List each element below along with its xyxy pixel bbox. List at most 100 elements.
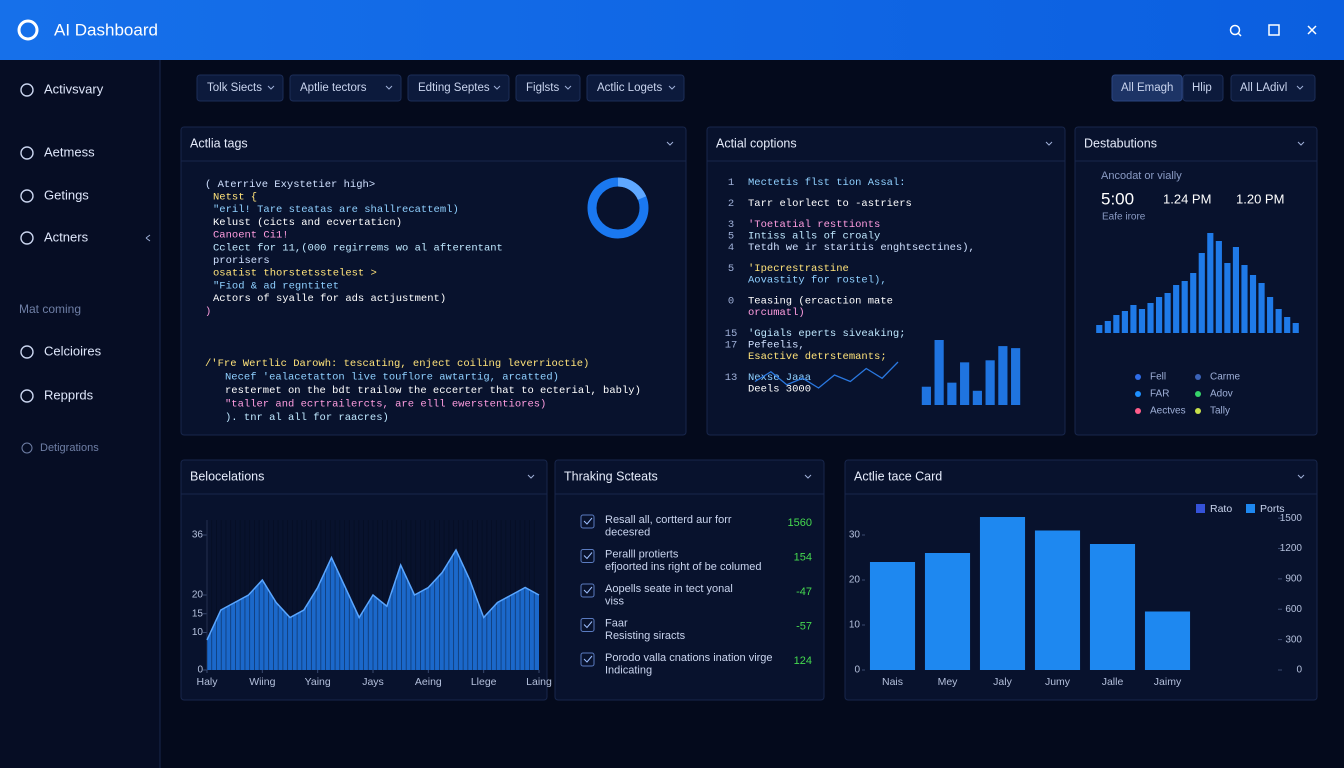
subtitle: Ancodat or vially xyxy=(1101,170,1182,182)
x-tick-label: Jays xyxy=(362,676,384,688)
filter-dropdown[interactable] xyxy=(586,74,685,102)
line-number: 15 xyxy=(725,328,738,340)
bar xyxy=(1130,305,1137,333)
y-tick-label: 0 xyxy=(854,665,860,676)
legend-label: Rato xyxy=(1210,503,1232,515)
filter-label: Tolk Siects xyxy=(207,82,262,94)
bar xyxy=(1147,303,1154,333)
nav-section: Mat coming xyxy=(19,302,81,316)
code-line: ) xyxy=(205,306,211,318)
legend-dot xyxy=(1195,408,1201,414)
panel-title: Actial coptions xyxy=(716,136,797,150)
nav-item[interactable]: Actners xyxy=(44,229,89,244)
checkbox[interactable] xyxy=(580,514,595,529)
button[interactable] xyxy=(1182,74,1224,102)
item-text: Resisting siracts xyxy=(605,630,686,642)
button-label: Hlip xyxy=(1192,82,1212,94)
bar xyxy=(1181,281,1188,333)
button[interactable] xyxy=(1111,74,1183,102)
panel-title: Belocelations xyxy=(190,469,264,483)
nav-item[interactable]: Repprds xyxy=(44,387,94,402)
bar xyxy=(1096,325,1103,333)
panel-caret[interactable] xyxy=(1045,141,1053,146)
y2-tick-label: 900 xyxy=(1285,574,1302,585)
code-line: /'Fre Wertlic Darowh: tescating, enject … xyxy=(205,358,589,370)
line-number: 3 xyxy=(728,219,734,231)
bar xyxy=(869,562,916,670)
check xyxy=(583,517,593,525)
nav-icon xyxy=(20,389,34,403)
option-text: Mectetis flst tion Assal: xyxy=(748,177,906,189)
panel-caret[interactable] xyxy=(804,474,812,479)
item-text: efjoorted ins right of be columed xyxy=(605,561,762,573)
bar xyxy=(1144,611,1191,670)
chevron xyxy=(145,234,151,242)
item-text: decesred xyxy=(605,526,650,538)
line-number: 5 xyxy=(728,230,734,242)
x-tick-label: Laing xyxy=(526,676,552,688)
bar xyxy=(1275,309,1282,333)
checkbox[interactable] xyxy=(580,618,595,632)
option-text: Pefeelis, xyxy=(748,339,805,351)
item-text: Indicating xyxy=(605,664,652,676)
bar xyxy=(1011,348,1021,405)
bar xyxy=(1207,233,1214,333)
nav-icon xyxy=(20,189,34,203)
bar xyxy=(1267,297,1274,333)
panel xyxy=(844,459,1318,701)
filter-dropdown[interactable] xyxy=(407,74,510,102)
code-line: ). tnr al all for raacres) xyxy=(225,412,389,424)
checkbox[interactable] xyxy=(580,549,595,563)
panel-caret[interactable] xyxy=(666,141,674,146)
bar xyxy=(934,340,944,405)
item-text: Porodo valla cnations ination virge xyxy=(605,652,773,664)
panel-title: Thraking Scteats xyxy=(564,469,658,483)
legend-swatch xyxy=(1246,504,1255,513)
dropdown-caret xyxy=(493,85,501,90)
filter-dropdown[interactable] xyxy=(289,74,402,102)
checkbox[interactable] xyxy=(580,652,595,667)
bar xyxy=(1164,293,1171,333)
check xyxy=(583,586,593,594)
option-text: Nexse Jaaa xyxy=(748,372,811,384)
item-value: 1560 xyxy=(788,517,812,529)
panel-caret[interactable] xyxy=(1297,141,1305,146)
nav-item[interactable]: Celcioires xyxy=(44,343,102,358)
y2-tick-label: 600 xyxy=(1285,604,1302,615)
panel-title: Actlia tags xyxy=(190,136,248,150)
dropdown-caret xyxy=(267,85,275,90)
code-line: Canoent Ci1! xyxy=(213,230,289,242)
line-number: 1 xyxy=(728,177,734,189)
check xyxy=(583,621,593,629)
area-edge xyxy=(206,548,540,641)
bar xyxy=(921,386,931,405)
select[interactable] xyxy=(1230,74,1316,102)
logo xyxy=(17,19,39,41)
filter-label: Actlic Logets xyxy=(597,82,662,94)
bar xyxy=(947,382,957,405)
legend-label: Fell xyxy=(1150,372,1166,383)
panel-title: Actlie tace Card xyxy=(854,469,942,483)
bar xyxy=(1292,323,1299,333)
nav-icon xyxy=(20,146,34,160)
y-tick-label: 30 xyxy=(849,530,861,541)
nav-item[interactable]: Aetmess xyxy=(44,144,95,159)
bar xyxy=(1232,247,1240,333)
line-number: 5 xyxy=(728,263,734,275)
panel-caret[interactable] xyxy=(1297,474,1305,479)
y2-tick-label: 300 xyxy=(1285,634,1302,645)
x-tick-label: Wiing xyxy=(249,676,275,688)
checkbox[interactable] xyxy=(580,583,595,598)
filter-dropdown[interactable] xyxy=(196,74,284,102)
bar xyxy=(1113,315,1120,333)
nav-item[interactable]: Getings xyxy=(44,187,89,202)
filter-dropdown[interactable] xyxy=(515,74,581,102)
code-line: prorisers xyxy=(213,255,270,267)
nav-item[interactable]: Activsvary xyxy=(44,81,104,96)
panel-caret[interactable] xyxy=(527,474,535,479)
header-icons[interactable] xyxy=(1229,24,1317,37)
option-text: Esactive detrstemants; xyxy=(748,351,887,363)
x-tick-label: Yaing xyxy=(305,676,331,688)
y-tick-label: 10 xyxy=(849,620,861,631)
